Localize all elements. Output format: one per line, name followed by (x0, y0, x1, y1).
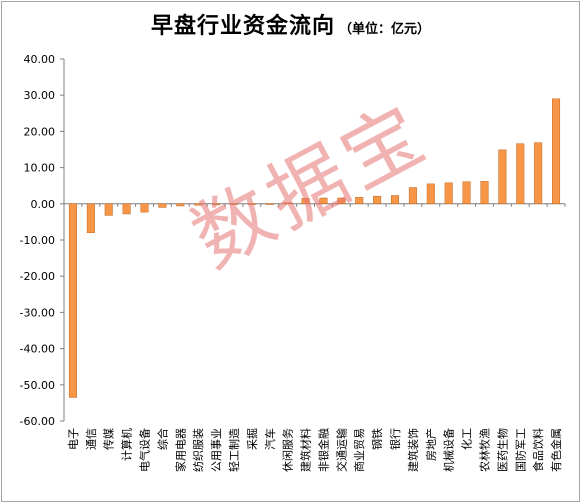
bar (462, 181, 471, 205)
x-tick-label: 电子 (67, 428, 80, 450)
x-tick-label: 化工 (460, 428, 474, 450)
x-tick-label: 银行 (388, 428, 402, 450)
bar (408, 187, 417, 205)
y-tick-label: 40.00 (24, 53, 56, 66)
bar (373, 195, 382, 205)
x-tick-label: 采掘 (245, 428, 259, 450)
bar (534, 142, 543, 205)
chart-title-unit: （单位：亿元） (339, 22, 431, 37)
x-tick-label: 国防军工 (513, 428, 527, 472)
y-tick-label: -20.00 (20, 270, 55, 283)
bar (480, 181, 489, 205)
x-tick-label: 建筑材料 (299, 428, 313, 472)
x-tick-label: 有色金属 (549, 428, 563, 472)
bar (283, 202, 292, 205)
bar (265, 203, 274, 205)
x-tick-label: 计算机 (120, 428, 134, 461)
y-tick-label: -30.00 (20, 306, 55, 319)
y-tick-label: -60.00 (20, 415, 55, 428)
bar (391, 195, 400, 205)
x-tick-label: 汽车 (263, 428, 277, 450)
bar (212, 203, 221, 206)
bar (426, 183, 435, 205)
x-tick-label: 医药生物 (495, 428, 509, 472)
bar (140, 203, 149, 213)
x-tick-label: 商业贸易 (352, 428, 366, 472)
chart-title-main: 早盘行业资金流向 (150, 14, 335, 39)
x-tick-label: 农林牧渔 (477, 428, 491, 472)
y-tick-label: -50.00 (20, 379, 55, 392)
bar (355, 197, 364, 205)
x-tick-label: 建筑装饰 (406, 428, 420, 472)
bar (68, 203, 77, 398)
x-tick-label: 传媒 (103, 428, 116, 450)
bar (122, 203, 131, 215)
bar (158, 203, 167, 208)
bar (229, 203, 238, 205)
x-tick-label: 电气设备 (138, 428, 152, 472)
x-tick-label: 交通运输 (334, 428, 348, 472)
x-tick-label: 钢铁 (371, 428, 384, 450)
bar (444, 182, 453, 205)
bar (516, 143, 525, 205)
y-tick-label: 10.00 (24, 162, 56, 175)
bar (498, 149, 507, 205)
y-tick-label: 0.00 (31, 198, 56, 211)
x-tick-label: 休闲服务 (281, 428, 295, 472)
x-tick-label: 公用事业 (210, 428, 223, 472)
bar (104, 203, 113, 216)
bar (301, 198, 310, 205)
x-tick-label: 食品饮料 (531, 428, 545, 472)
y-tick-label: -40.00 (20, 343, 55, 356)
bar (194, 203, 203, 206)
bar (552, 98, 561, 205)
x-tick-label: 机械设备 (442, 428, 456, 472)
bar (319, 197, 328, 205)
y-tick-label: 30.00 (24, 89, 56, 102)
bar (176, 203, 185, 207)
y-tick-label: -10.00 (20, 234, 55, 247)
x-tick-label: 房地产 (424, 428, 438, 461)
x-tick-label: 综合 (155, 428, 169, 450)
x-tick-label: 纺织服装 (191, 428, 205, 472)
bar (337, 197, 346, 205)
x-tick-label: 家用电器 (173, 428, 187, 472)
x-tick-label: 轻工制造 (227, 428, 241, 472)
x-tick-label: 通信 (85, 428, 98, 450)
y-tick-label: 20.00 (24, 125, 56, 138)
chart-title: 早盘行业资金流向 （单位：亿元） (0, 8, 581, 40)
x-tick-label: 非银金融 (316, 428, 330, 472)
bar (247, 203, 256, 205)
bar (86, 203, 95, 234)
